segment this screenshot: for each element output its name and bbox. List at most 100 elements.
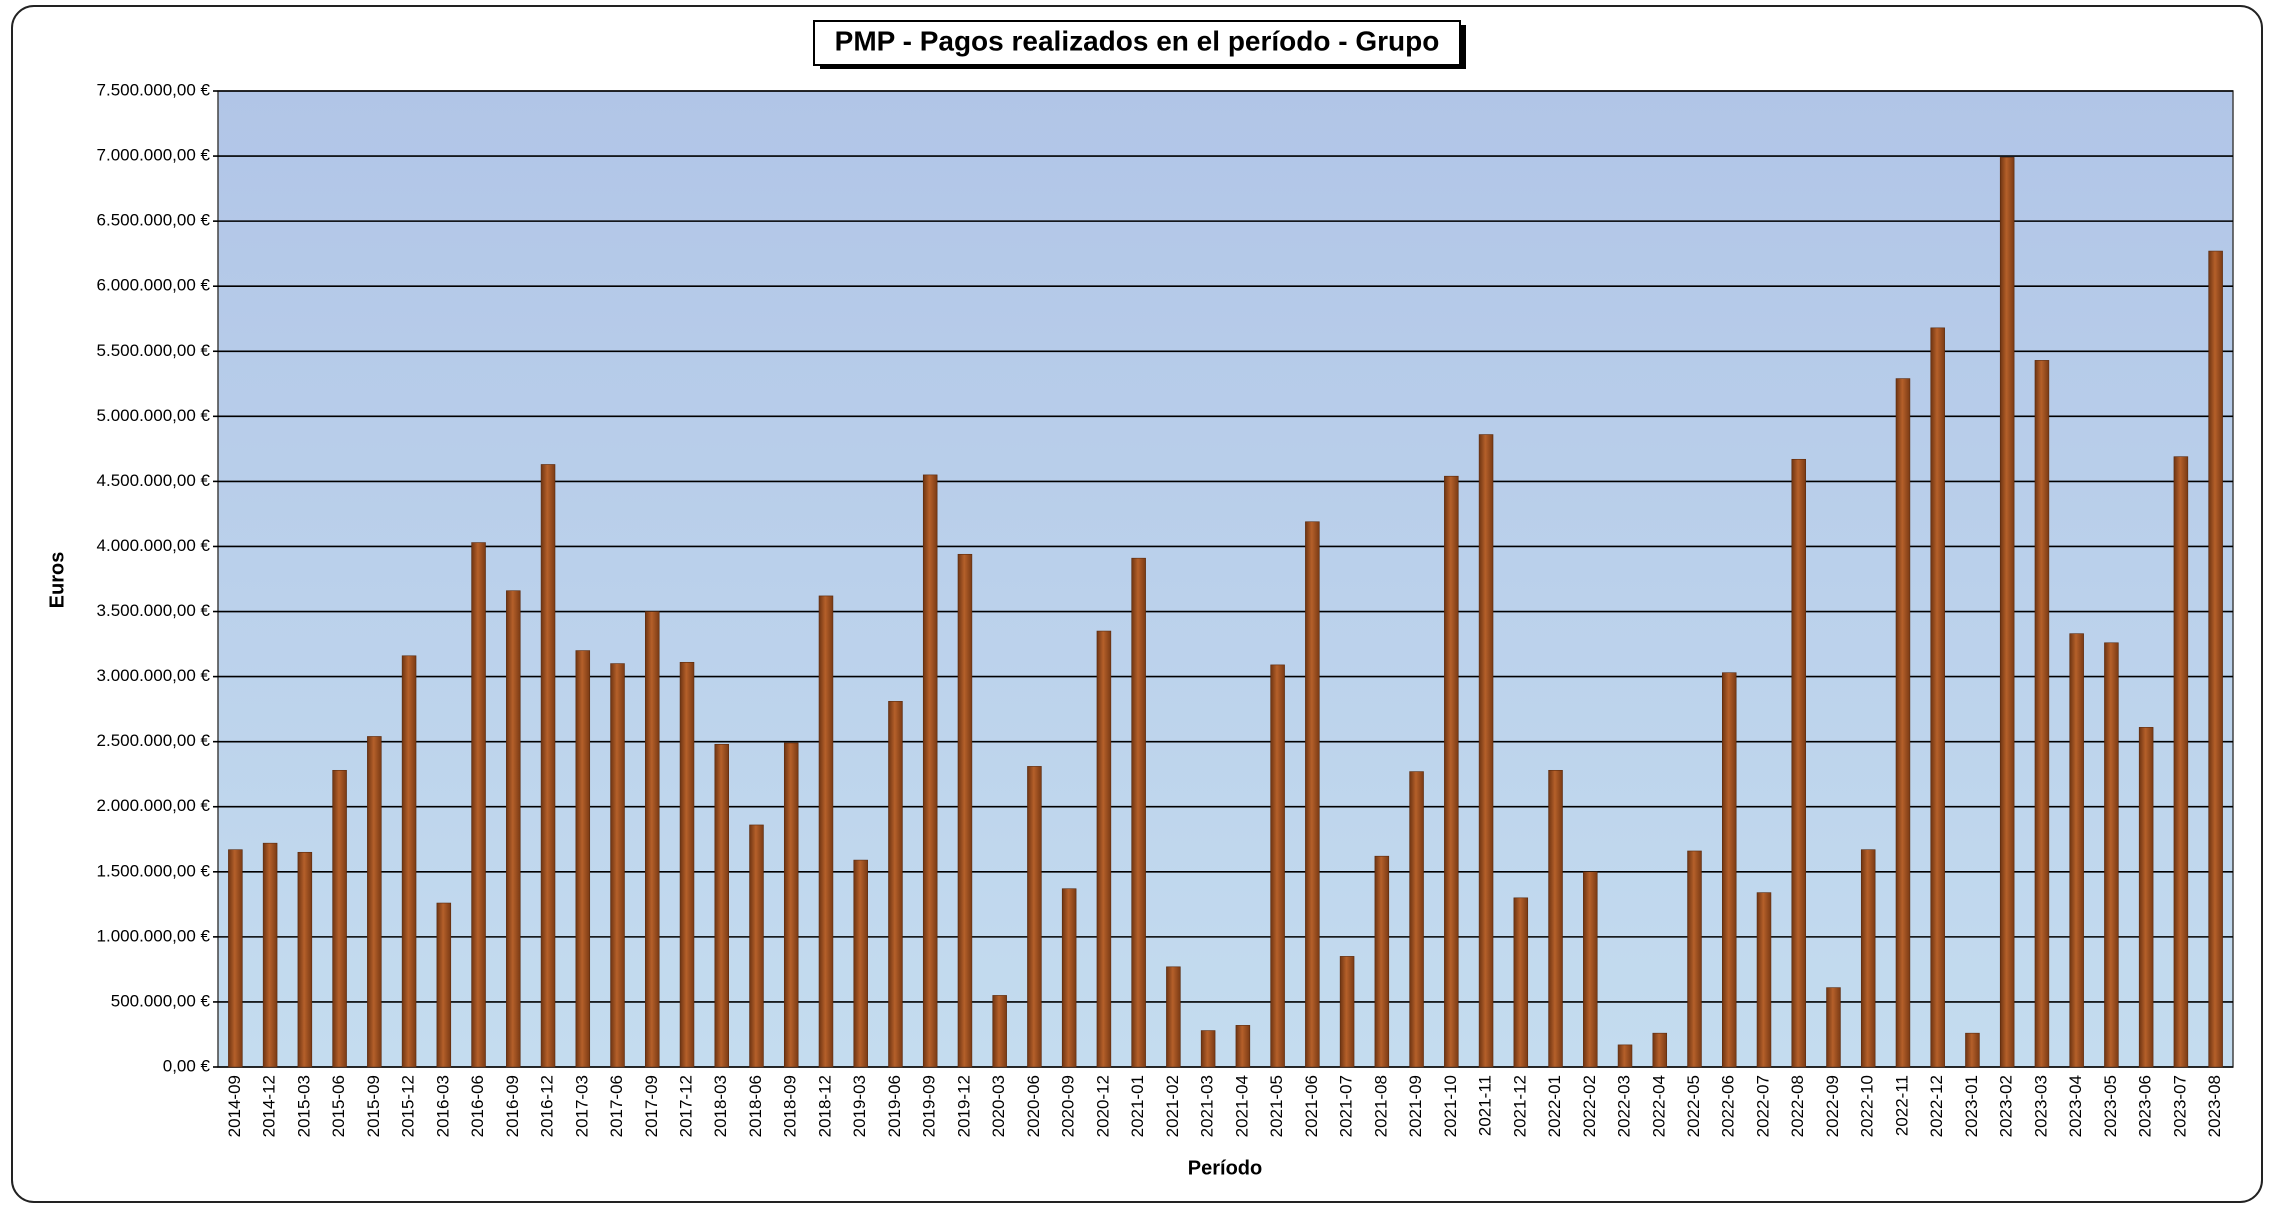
- bar: [1583, 871, 1598, 1068]
- x-tick-label: 2021-05: [1267, 1075, 1286, 1137]
- bar: [1617, 1044, 1633, 1068]
- x-tick-label: 2021-12: [1510, 1075, 1529, 1137]
- bar: [1166, 966, 1181, 1068]
- x-tick-label: 2022-08: [1788, 1075, 1807, 1137]
- bar: [506, 590, 521, 1068]
- x-tick-label: 2020-12: [1093, 1075, 1112, 1137]
- x-tick-label: 2019-06: [885, 1075, 904, 1137]
- x-tick-label: 2021-03: [1198, 1075, 1217, 1137]
- y-tick-label: 6.500.000,00 €: [97, 211, 211, 230]
- bar: [1270, 664, 1285, 1068]
- x-tick-label: 2022-04: [1649, 1075, 1668, 1137]
- x-tick-label: 2019-12: [954, 1075, 973, 1137]
- bar: [1965, 1032, 1980, 1068]
- bar: [922, 474, 938, 1068]
- x-tick-label: 2023-01: [1962, 1075, 1981, 1137]
- x-tick-label: 2015-12: [399, 1075, 418, 1137]
- y-tick-label: 7.000.000,00 €: [97, 146, 211, 165]
- bar: [1826, 987, 1841, 1068]
- y-tick-label: 3.500.000,00 €: [97, 601, 211, 620]
- y-tick-label: 1.500.000,00 €: [97, 861, 211, 880]
- bar: [297, 851, 313, 1068]
- y-tick-label: 7.500.000,00 €: [97, 80, 211, 99]
- x-tick-label: 2015-06: [329, 1075, 348, 1137]
- x-tick-label: 2021-10: [1441, 1075, 1460, 1137]
- bar: [2104, 642, 2119, 1068]
- chart-title: PMP - Pagos realizados en el período - G…: [835, 25, 1440, 56]
- bar: [367, 736, 382, 1068]
- x-tick-label: 2021-07: [1337, 1075, 1356, 1137]
- x-tick-label: 2018-12: [815, 1075, 834, 1137]
- x-tick-label: 2019-09: [920, 1075, 939, 1137]
- x-tick-label: 2015-09: [364, 1075, 383, 1137]
- x-tick-label: 2020-06: [1024, 1075, 1043, 1137]
- x-tick-label: 2016-03: [433, 1075, 452, 1137]
- x-tick-label: 2014-12: [260, 1075, 279, 1137]
- x-tick-label: 2016-09: [503, 1075, 522, 1137]
- x-tick-label: 2023-02: [1997, 1075, 2016, 1137]
- bar: [1061, 888, 1077, 1068]
- y-tick-label: 5.000.000,00 €: [97, 406, 211, 425]
- x-tick-label: 2021-02: [1163, 1075, 1182, 1137]
- bar: [2034, 360, 2050, 1068]
- x-tick-label: 2022-01: [1545, 1075, 1564, 1137]
- x-tick-label: 2023-08: [2205, 1075, 2224, 1137]
- x-tick-label: 2019-03: [850, 1075, 869, 1137]
- bar: [332, 769, 347, 1068]
- bar: [957, 553, 973, 1068]
- bar: [853, 859, 868, 1068]
- x-axis-label: Período: [1188, 1157, 1262, 1179]
- bar: [749, 824, 764, 1068]
- y-tick-label: 1.000.000,00 €: [97, 926, 211, 945]
- x-tick-label: 2022-09: [1823, 1075, 1842, 1137]
- bar: [1409, 771, 1424, 1068]
- x-tick-label: 2022-07: [1753, 1075, 1772, 1137]
- x-tick-label: 2016-06: [468, 1075, 487, 1137]
- x-tick-label: 2017-09: [642, 1075, 661, 1137]
- bar: [540, 464, 556, 1068]
- bar: [1027, 766, 1042, 1068]
- bar: [1513, 897, 1529, 1068]
- bar: [1339, 956, 1355, 1068]
- y-tick-label: 4.500.000,00 €: [97, 471, 211, 490]
- x-tick-label: 2020-09: [1059, 1075, 1078, 1137]
- x-tick-label: 2021-09: [1406, 1075, 1425, 1137]
- bar: [818, 595, 834, 1068]
- y-tick-label: 2.000.000,00 €: [97, 796, 211, 815]
- x-tick-label: 2023-04: [2066, 1075, 2085, 1137]
- x-tick-label: 2018-03: [711, 1075, 730, 1137]
- bar: [1722, 672, 1737, 1068]
- bar: [1756, 892, 1772, 1068]
- x-tick-label: 2023-07: [2170, 1075, 2189, 1137]
- bar: [783, 742, 799, 1068]
- bar: [471, 542, 486, 1068]
- x-tick-label: 2022-10: [1858, 1075, 1877, 1137]
- bar: [1235, 1025, 1251, 1068]
- x-tick-label: 2017-12: [676, 1075, 695, 1137]
- bar: [262, 842, 278, 1068]
- x-tick-label: 2021-08: [1371, 1075, 1390, 1137]
- bar: [1930, 327, 1945, 1068]
- bar: [645, 611, 660, 1068]
- bar: [2069, 633, 2084, 1068]
- x-tick-label: 2023-06: [2136, 1075, 2155, 1137]
- x-tick-label: 2015-03: [294, 1075, 313, 1137]
- y-tick-label: 500.000,00 €: [111, 991, 211, 1010]
- y-tick-label: 5.500.000,00 €: [97, 341, 211, 360]
- x-tick-label: 2022-11: [1892, 1075, 1911, 1136]
- x-tick-label: 2017-06: [607, 1075, 626, 1137]
- bar: [1791, 458, 1806, 1068]
- bar: [1895, 378, 1911, 1068]
- y-tick-label: 0,00 €: [163, 1056, 211, 1075]
- bar: [992, 995, 1007, 1068]
- x-tick-label: 2020-03: [989, 1075, 1008, 1137]
- x-tick-label: 2021-06: [1302, 1075, 1321, 1137]
- y-tick-label: 2.500.000,00 €: [97, 731, 211, 750]
- x-tick-label: 2014-09: [225, 1075, 244, 1137]
- x-tick-label: 2018-06: [746, 1075, 765, 1137]
- y-axis-label: Euros: [46, 552, 68, 609]
- bar: [1478, 434, 1494, 1068]
- x-tick-label: 2022-12: [1927, 1075, 1946, 1137]
- x-tick-label: 2022-05: [1684, 1075, 1703, 1137]
- x-tick-label: 2017-03: [572, 1075, 591, 1137]
